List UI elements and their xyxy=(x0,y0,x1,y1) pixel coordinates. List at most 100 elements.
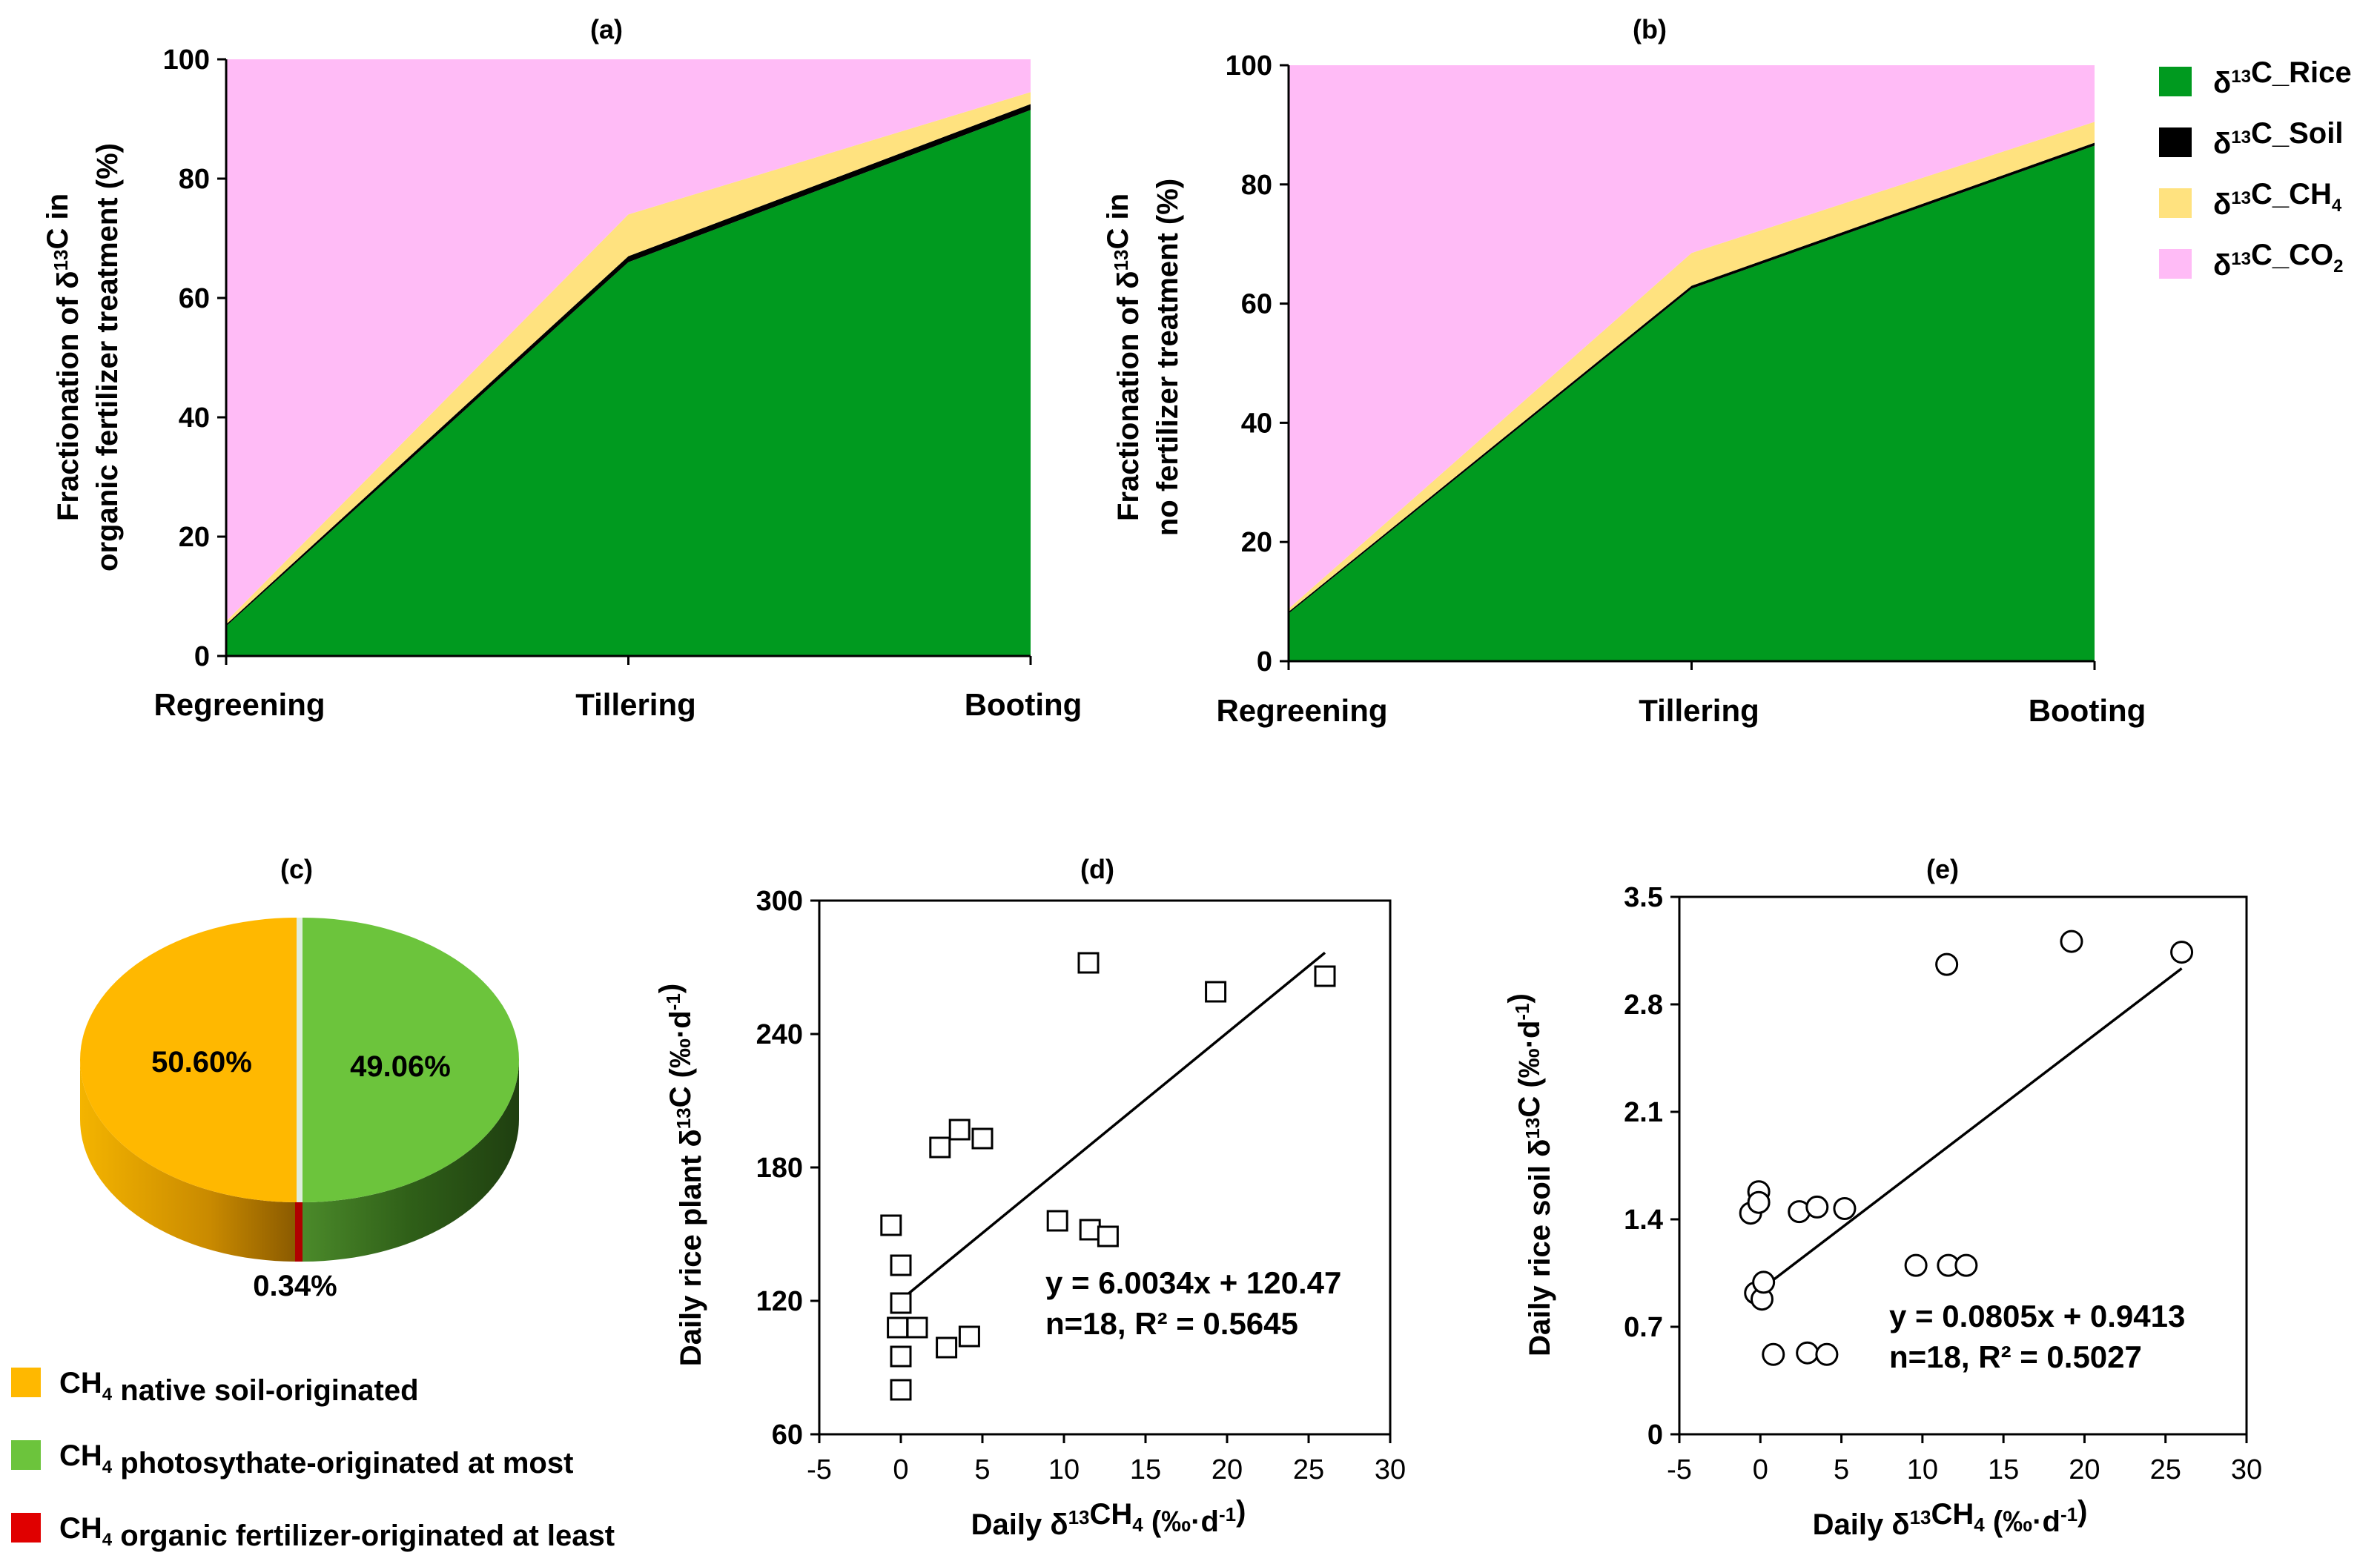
a-area-13c-rice xyxy=(226,110,1031,657)
b-category-tillering: Tillering xyxy=(1639,693,1759,728)
e-data-point xyxy=(1935,952,1959,976)
d-x-tick-label: 10 xyxy=(1048,1454,1080,1485)
e-x-tick-label: 25 xyxy=(2150,1454,2181,1485)
e-y-tick-label: 3.5 xyxy=(1624,882,1663,913)
d-data-point xyxy=(1046,1210,1068,1232)
legend-c-label-ch4-photosythate-originated-at-most: CH4 photosythate-originated at most xyxy=(59,1439,573,1479)
b-category-booting: Booting xyxy=(2029,693,2146,728)
legend-c: CH4 native soil-originated CH4 photosytha… xyxy=(11,1367,615,1552)
legend-label-13c-soil: δ13C_Soil xyxy=(2213,117,2343,160)
d-data-point xyxy=(1079,1219,1101,1241)
d-x-tick-label: -5 xyxy=(807,1454,832,1485)
d-data-point xyxy=(1097,1225,1119,1247)
e-fit-line xyxy=(1759,967,2183,1291)
panel-a-areas xyxy=(226,59,1031,657)
e-data-point xyxy=(1762,1342,1785,1366)
pie-slice-photosynthate xyxy=(303,918,519,1202)
a-y-tick-label: 40 xyxy=(179,402,210,434)
d-data-point xyxy=(936,1336,958,1359)
d-x-tick-label: 25 xyxy=(1293,1454,1324,1485)
pie-slice-native-soil xyxy=(80,918,297,1202)
legend-label-13c-co2: δ13C_CO2 xyxy=(2213,239,2343,282)
legend-swatch-13c-co2 xyxy=(2159,249,2192,279)
pie-label-photosynthate: 49.06% xyxy=(350,1050,451,1083)
d-y-tick-label: 300 xyxy=(756,886,803,917)
panel-d-xlabel: Daily δ13CH4 (‰·d-1) xyxy=(971,1495,1246,1541)
a-y-tick-label: 100 xyxy=(163,44,210,76)
panel-e-title: (e) xyxy=(1926,854,1959,884)
a-category-booting: Booting xyxy=(965,687,1082,722)
legend-c-swatch-ch4-organic-fertilizer-originated-at-least xyxy=(11,1513,41,1543)
e-data-point xyxy=(1954,1253,1978,1277)
panel-a-ylabel-line1: Fractionation of δ13C in xyxy=(42,193,85,521)
legend-c-label-ch4-organic-fertilizer-originated-at-least: CH4 organic fertilizer-originated at lea… xyxy=(59,1512,615,1552)
pie-side-orange xyxy=(80,1060,297,1262)
panel-a-area-chart: (a) 0 20 40 60 80 100 Regreening Tillering Boot… xyxy=(42,14,1082,722)
panel-a-y-ticks: 0 20 40 60 80 100 xyxy=(163,44,226,672)
e-data-point xyxy=(2060,930,2083,953)
a-category-tillering: Tillering xyxy=(575,687,696,722)
e-x-tick-label: 30 xyxy=(2231,1454,2262,1485)
b-area-13c-co2 xyxy=(1289,65,2095,609)
d-data-point xyxy=(890,1292,912,1314)
e-y-tick-label: 2.8 xyxy=(1624,990,1663,1021)
legend-ab: δ13C_Rice δ13C_Soil δ13C_CH4 δ13C_CO2 xyxy=(2159,56,2352,282)
legend-c-swatch-ch4-native-soil-originated xyxy=(11,1368,41,1397)
e-x-tick-label: 10 xyxy=(1907,1454,1938,1485)
e-data-point xyxy=(1904,1253,1928,1277)
pie-label-native-soil: 50.60% xyxy=(151,1046,252,1078)
d-data-point xyxy=(890,1345,912,1368)
b-area-13c-ch4 xyxy=(1289,122,2095,612)
b-category-regreening: Regreening xyxy=(1216,693,1387,728)
e-plot-frame xyxy=(1678,895,2248,1436)
panel-b-areas xyxy=(1289,65,2095,662)
legend-swatch-13c-ch4 xyxy=(2159,188,2192,218)
pie-slice-organic-fertilizer xyxy=(297,918,303,1202)
e-x-tick-label: 20 xyxy=(2069,1454,2100,1485)
d-data-point xyxy=(906,1316,928,1339)
d-data-point xyxy=(929,1136,951,1159)
e-x-tick-label: 5 xyxy=(1834,1454,1849,1485)
panel-d-ylabel: Daily rice plant δ13C (‰·d-1) xyxy=(654,984,707,1366)
panel-c-title: (c) xyxy=(280,854,313,884)
b-y-tick-label: 80 xyxy=(1241,170,1272,201)
d-data-point xyxy=(887,1316,909,1339)
d-data-point xyxy=(890,1254,912,1276)
d-data-point xyxy=(971,1127,994,1150)
a-y-tick-label: 60 xyxy=(179,283,210,314)
e-y-tick-label: 2.1 xyxy=(1624,1097,1663,1128)
a-y-tick-label: 80 xyxy=(179,164,210,195)
e-data-point xyxy=(2170,941,2194,964)
panel-e-ylabel: Daily rice soil δ13C (‰·d-1) xyxy=(1503,993,1556,1356)
legend-c-label-ch4-native-soil-originated: CH4 native soil-originated xyxy=(59,1367,419,1407)
b-y-tick-label: 100 xyxy=(1226,50,1272,82)
a-area-13c-co2 xyxy=(226,59,1031,622)
panel-b-ylabel-line2: no fertilizer treatment (%) xyxy=(1151,179,1184,536)
panel-a-categories: Regreening Tillering Booting xyxy=(153,656,1082,722)
panel-e-equation: y = 0.0805x + 0.9413 xyxy=(1889,1299,2185,1333)
pie-label-organic-fertilizer: 0.34% xyxy=(253,1270,337,1302)
panel-b-y-ticks: 0 20 40 60 80 100 xyxy=(1226,50,1289,677)
panel-e-xlabel: Daily δ13CH4 (‰·d-1) xyxy=(1813,1495,2088,1541)
e-y-tick-label: 0 xyxy=(1647,1419,1663,1451)
b-y-tick-label: 60 xyxy=(1241,289,1272,320)
legend-c-swatch-ch4-photosythate-originated-at-most xyxy=(11,1440,41,1470)
legend-label-13c-ch4: δ13C_CH4 xyxy=(2213,178,2342,221)
b-y-tick-label: 20 xyxy=(1241,527,1272,558)
e-x-tick-label: -5 xyxy=(1667,1454,1692,1485)
panel-b-area-chart: (b) 0 20 40 60 80 100 Regreening Tillering Boot… xyxy=(1102,14,2146,728)
e-data-point xyxy=(1796,1341,1819,1365)
d-data-point xyxy=(880,1214,902,1236)
pie-side-red xyxy=(295,1202,303,1262)
panel-d-scatter: (d) -5 0 5 10 15 20 25 30 60 120 180 240 300 y = 6.0… xyxy=(654,854,1406,1541)
a-y-tick-label: 20 xyxy=(179,522,210,553)
legend-swatch-13c-rice xyxy=(2159,67,2192,96)
legend-swatch-13c-soil xyxy=(2159,127,2192,157)
pie-side-green xyxy=(303,1060,519,1262)
d-y-tick-label: 60 xyxy=(772,1419,803,1451)
d-x-tick-label: 5 xyxy=(974,1454,990,1485)
d-data-point xyxy=(958,1325,980,1348)
panel-d-title: (d) xyxy=(1080,854,1114,884)
